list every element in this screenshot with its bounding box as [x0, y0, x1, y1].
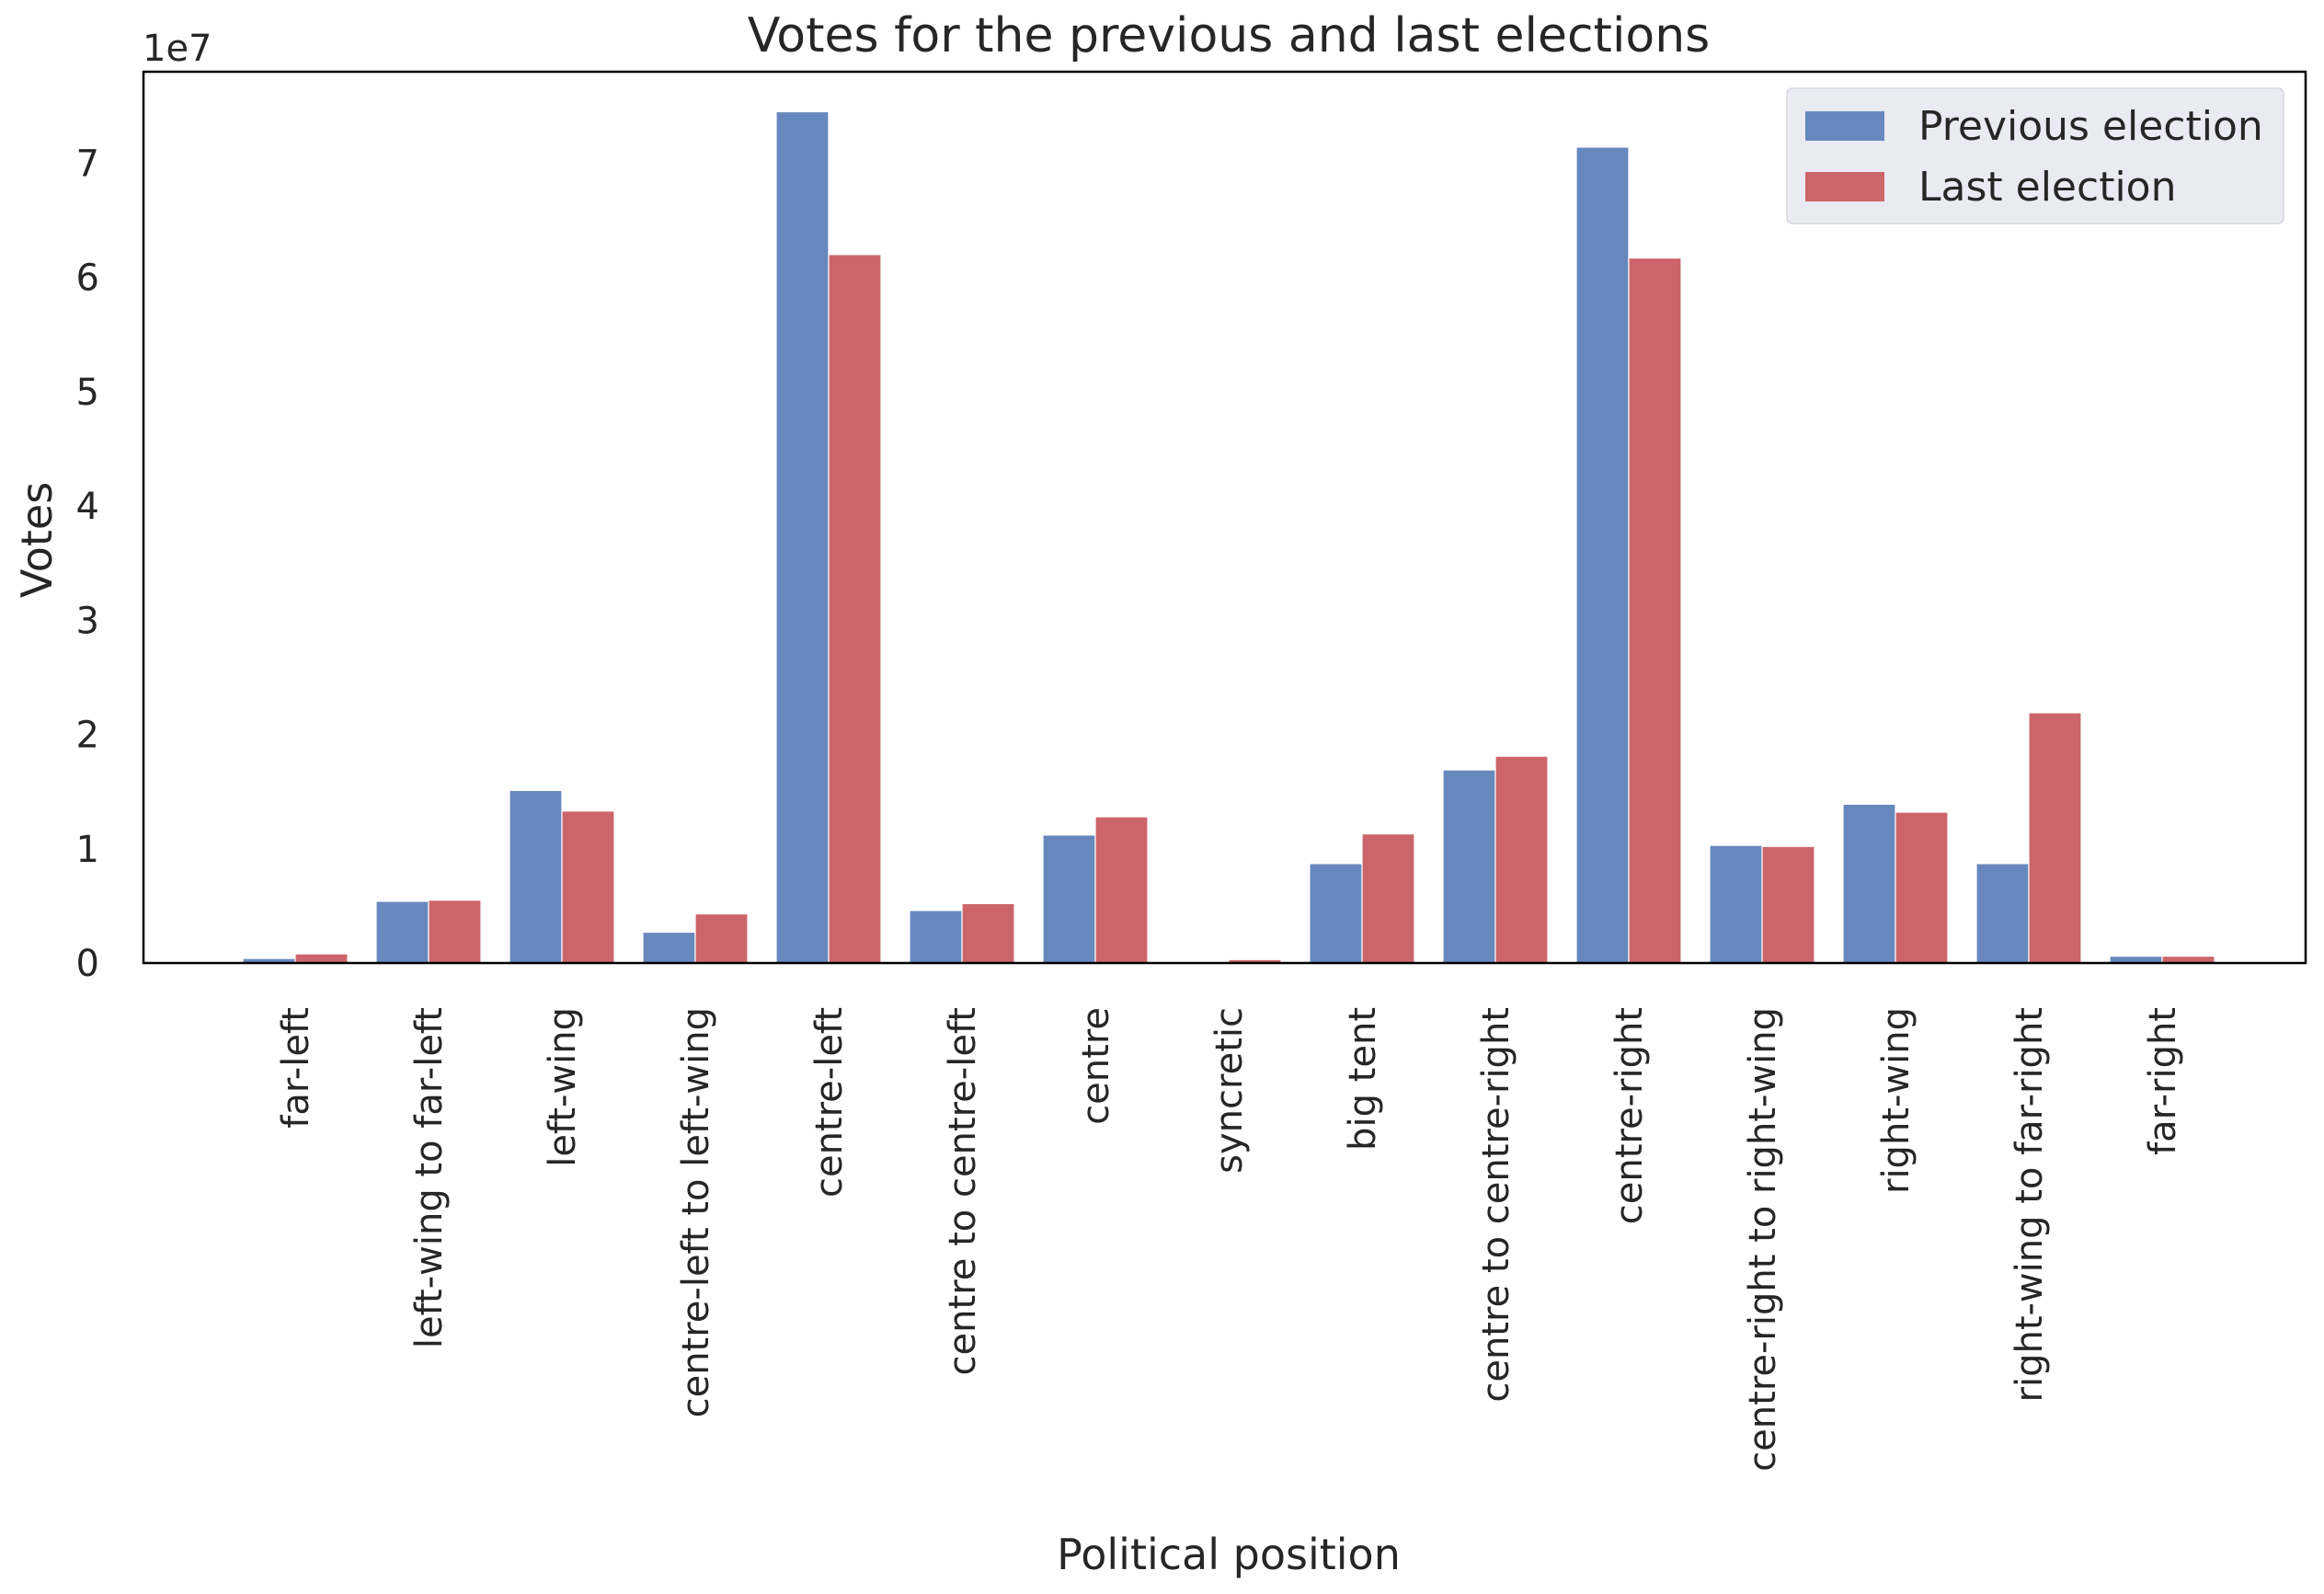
bar-previous-centre-right-to-right-wing: [1709, 844, 1763, 964]
bar-last-centre-to-centre-left: [961, 902, 1015, 964]
y-offset-label: 1e7: [143, 28, 212, 70]
bar-previous-left-wing-to-far-left: [375, 900, 429, 964]
legend-swatch: [1805, 172, 1884, 201]
bar-last-right-wing: [1895, 811, 1949, 964]
bar-previous-centre-to-centre-right: [1442, 769, 1496, 964]
chart-title: Votes for the previous and last election…: [748, 8, 1711, 63]
y-tick-label: 0: [76, 943, 99, 985]
y-tick-label: 1: [76, 829, 99, 871]
x-tick-label: centre-right: [1608, 1007, 1651, 1224]
bar-previous-right-wing: [1842, 803, 1896, 964]
x-tick-label: centre to centre-left: [942, 1007, 984, 1375]
bar-previous-centre-left: [775, 110, 830, 964]
bar-last-centre-right: [1628, 257, 1682, 964]
y-tick-label: 6: [76, 258, 99, 300]
bar-last-left-wing: [561, 810, 615, 964]
bar-previous-centre-right: [1575, 146, 1630, 964]
legend-swatch: [1805, 111, 1884, 141]
legend: Previous election Last election: [1786, 87, 2284, 224]
x-tick-label: right-wing to far-right: [2009, 1007, 2051, 1402]
legend-label: Last election: [1918, 164, 2176, 211]
y-tick-label: 4: [76, 486, 99, 528]
x-tick-label: centre to centre-right: [1475, 1007, 1517, 1403]
x-tick-label: centre-right to right-wing: [1742, 1007, 1784, 1472]
y-tick-label: 2: [76, 715, 99, 757]
bar-last-centre: [1094, 816, 1149, 964]
x-axis-label: Political position: [1057, 1530, 1401, 1579]
bar-previous-big-tent: [1309, 863, 1363, 964]
y-tick-label: 5: [76, 372, 99, 414]
x-tick-label: far-left: [275, 1007, 317, 1129]
x-tick-label: left-wing: [542, 1007, 584, 1167]
legend-label: Previous election: [1918, 103, 2263, 150]
bar-last-centre-left: [828, 254, 882, 964]
bar-last-far-left: [294, 953, 349, 964]
bar-previous-right-wing-to-far-right: [1975, 863, 2030, 964]
legend-box: [1786, 87, 2284, 224]
y-tick-label: 7: [76, 143, 99, 185]
x-tick-label: syncretic: [1208, 1007, 1251, 1174]
bars-layer: [242, 110, 2215, 964]
x-tick-label: left-wing to far-left: [408, 1007, 451, 1348]
x-tick-label: centre-left: [808, 1007, 851, 1198]
bar-previous-centre-to-centre-left: [909, 910, 963, 964]
bar-last-right-wing-to-far-right: [2028, 712, 2082, 964]
x-tick-label: far-right: [2142, 1007, 2184, 1155]
x-tick-label: big tent: [1342, 1007, 1384, 1151]
bar-last-centre-left-to-left-wing: [694, 912, 749, 964]
x-tick-label: centre: [1075, 1007, 1117, 1125]
x-ticks: far-left left-wing to far-left left-wing ce…: [275, 1007, 2184, 1472]
x-tick-label: centre-left to left-wing: [675, 1007, 717, 1417]
plot-frame: [142, 70, 2307, 965]
bar-last-centre-right-to-right-wing: [1761, 845, 1815, 964]
bar-previous-centre-left-to-left-wing: [642, 931, 696, 964]
bar-last-big-tent: [1361, 833, 1415, 964]
y-tick-label: 3: [76, 600, 99, 642]
bar-last-left-wing-to-far-left: [428, 900, 482, 964]
bar-previous-centre: [1042, 834, 1096, 964]
x-tick-label: right-wing: [1875, 1007, 1918, 1194]
bar-last-centre-to-centre-right: [1494, 755, 1549, 964]
y-axis-label: Votes: [12, 482, 62, 598]
bar-previous-left-wing: [509, 789, 563, 964]
y-ticks: 0 1 2 3 4 5 6 7: [76, 143, 99, 985]
